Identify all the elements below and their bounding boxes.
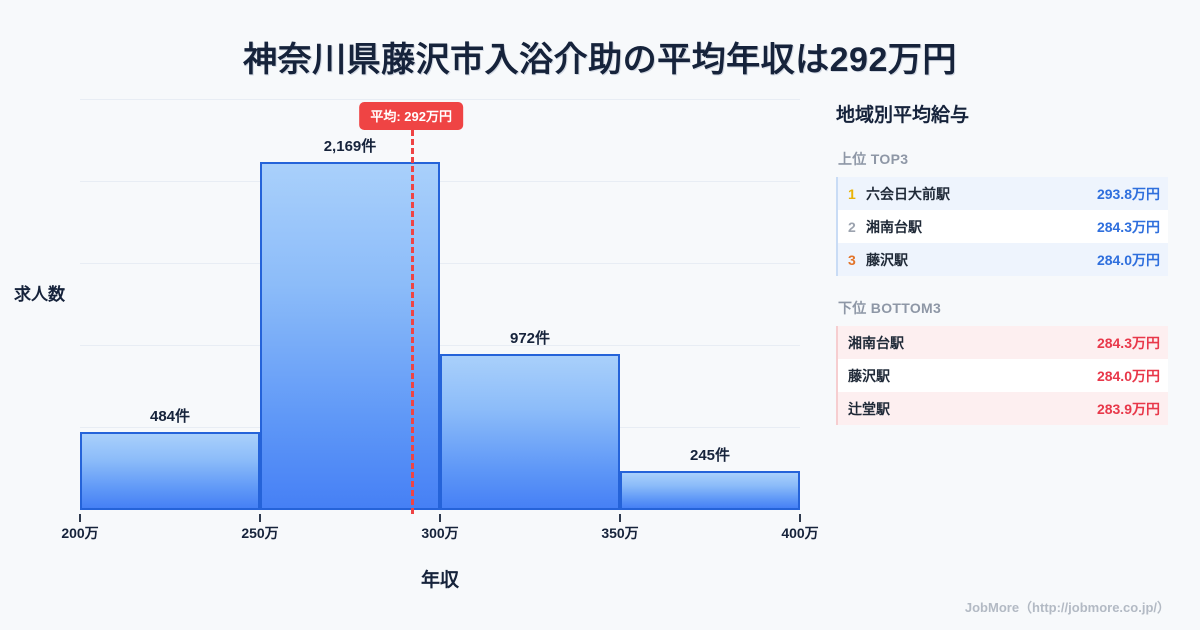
bottom3-row[interactable]: 藤沢駅 284.0万円 [838, 359, 1168, 392]
average-marker-line [411, 121, 415, 514]
bottom3-salary-value: 284.3万円 [1096, 334, 1160, 351]
gridline [80, 345, 800, 346]
bar-value-label: 2,169件 [323, 137, 377, 155]
top3-row[interactable]: 2 湘南台駅 284.3万円 [838, 210, 1168, 243]
x-axis-tick-label: 250万 [241, 525, 279, 541]
histogram-bar[interactable] [440, 353, 620, 510]
top3-station-name: 藤沢駅 [866, 251, 908, 268]
top3-rank-number: 1 [848, 185, 856, 202]
bar-value-label: 245件 [689, 446, 731, 464]
x-axis-tick [619, 514, 621, 522]
top3-salary-value: 284.3万円 [1096, 218, 1160, 235]
bottom3-salary-value: 283.9万円 [1096, 400, 1160, 417]
bar-value-label: 972件 [509, 329, 551, 347]
bottom3-station-name: 辻堂駅 [848, 400, 890, 417]
plot-area: 484件 2,169件 972件 245件 200万 250万 300万 350万 400万 平均… [61, 99, 819, 541]
bottom3-list: 湘南台駅 284.3万円藤沢駅 284.0万円辻堂駅 283.9万円 [836, 326, 1168, 425]
histogram-bar[interactable] [620, 470, 800, 510]
histogram-bar[interactable] [80, 432, 260, 510]
histogram-bar[interactable] [260, 161, 440, 510]
top3-row[interactable]: 3 藤沢駅 284.0万円 [838, 243, 1168, 276]
x-axis-title: 年収 [420, 570, 459, 591]
x-axis-tick-label: 350万 [601, 525, 639, 541]
top3-salary-value: 284.0万円 [1096, 251, 1160, 268]
y-axis-title: 求人数 [14, 285, 65, 304]
x-axis-tick [259, 514, 261, 522]
gridline [80, 181, 800, 182]
x-axis-tick-label: 400万 [781, 525, 819, 541]
bottom3-row[interactable]: 辻堂駅 283.9万円 [838, 392, 1168, 425]
bottom3-row[interactable]: 湘南台駅 284.3万円 [838, 326, 1168, 359]
bottom3-station-name: 湘南台駅 [848, 334, 904, 351]
footer-attribution: JobMore（http://jobmore.co.jp/） [964, 600, 1170, 615]
top3-row[interactable]: 1 六会日大前駅 293.8万円 [838, 177, 1168, 210]
x-axis-tick [799, 514, 801, 522]
x-axis-tick [439, 514, 441, 522]
gridline [80, 263, 800, 264]
panel-title: 地域別平均給与 [836, 105, 970, 126]
top3-rank-number: 2 [848, 218, 856, 235]
x-axis-tick-label: 200万 [61, 525, 99, 541]
average-marker-badge: 平均: 292万円 [359, 102, 464, 130]
gridline [80, 99, 800, 100]
histogram-chart: 求人数 484件 2,169件 972件 245件 200万 250万 300万 350万 40… [0, 95, 830, 541]
bottom3-group-label: 下位 BOTTOM3 [838, 300, 942, 316]
bar-value-label: 484件 [149, 408, 191, 426]
top3-list: 1 六会日大前駅 293.8万円 2 湘南台駅 284.3万円 3 藤沢駅 284.0万円 [836, 177, 1168, 276]
x-axis-tick [79, 514, 81, 522]
regional-salary-panel: 地域別平均給与 上位 TOP3 1 六会日大前駅 293.8万円 2 湘南台駅 284.3… [836, 100, 1168, 447]
page-title: 神奈川県藤沢市入浴介助の平均年収は292万円 [243, 41, 957, 79]
top3-station-name: 六会日大前駅 [866, 185, 950, 202]
top3-rank-number: 3 [848, 251, 856, 268]
top3-station-name: 湘南台駅 [866, 218, 922, 235]
top3-group-label: 上位 TOP3 [838, 151, 909, 167]
bottom3-salary-value: 284.0万円 [1096, 367, 1160, 384]
bottom3-station-name: 藤沢駅 [848, 367, 890, 384]
x-axis-tick-label: 300万 [421, 525, 459, 541]
top3-salary-value: 293.8万円 [1096, 185, 1160, 202]
